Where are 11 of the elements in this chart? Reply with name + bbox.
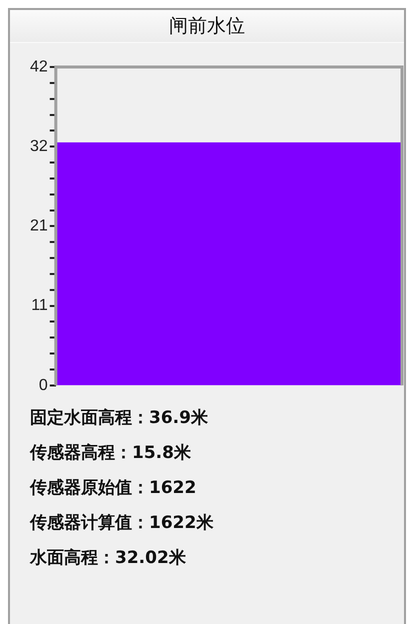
y-tick-label: 32 <box>30 138 48 156</box>
chart-title: 闸前水位 <box>10 10 404 43</box>
y-tick-label: 42 <box>30 58 48 76</box>
text: 传感器高程：15.8米 <box>30 442 192 465</box>
text: 固定水面高程：36.9米 <box>30 407 209 430</box>
text: 传感器计算值：1622米 <box>30 512 214 535</box>
text: 水面高程：32.02米 <box>30 547 187 570</box>
y-tick-label: 21 <box>30 218 48 235</box>
y-tick-label: 11 <box>31 297 48 314</box>
text: 传感器原始值：1622 <box>30 477 198 500</box>
y-tick-label: 0 <box>38 376 48 394</box>
